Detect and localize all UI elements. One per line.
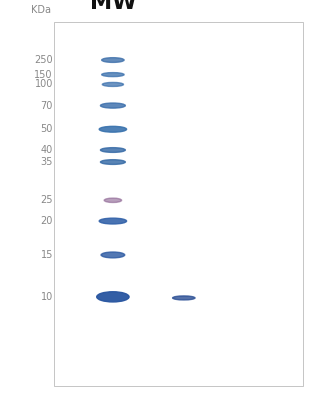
Ellipse shape: [99, 126, 127, 132]
Ellipse shape: [173, 296, 195, 300]
Text: 25: 25: [40, 195, 53, 205]
Text: 35: 35: [40, 157, 53, 167]
Ellipse shape: [100, 103, 125, 108]
Ellipse shape: [104, 198, 122, 202]
Text: 20: 20: [40, 216, 53, 226]
Text: 50: 50: [40, 124, 53, 134]
Ellipse shape: [102, 72, 124, 76]
Ellipse shape: [101, 252, 125, 258]
Ellipse shape: [102, 82, 123, 86]
Text: 250: 250: [34, 55, 53, 65]
Ellipse shape: [97, 292, 129, 302]
Text: MW: MW: [90, 0, 136, 13]
Text: 10: 10: [41, 292, 53, 302]
Text: 70: 70: [40, 101, 53, 110]
Ellipse shape: [99, 218, 127, 224]
Ellipse shape: [100, 160, 125, 164]
Text: 40: 40: [41, 145, 53, 155]
Text: 15: 15: [40, 250, 53, 260]
Ellipse shape: [100, 148, 125, 152]
Text: 100: 100: [35, 80, 53, 89]
Text: KDa: KDa: [31, 5, 51, 15]
Text: 150: 150: [35, 70, 53, 80]
Ellipse shape: [102, 58, 124, 63]
